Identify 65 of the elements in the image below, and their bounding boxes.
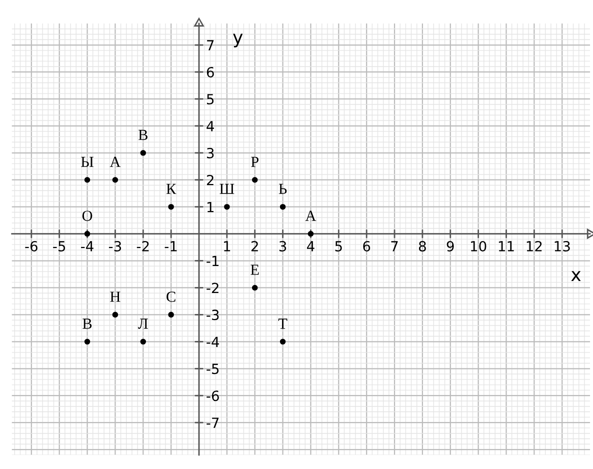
annotation: Е — [250, 264, 259, 275]
y-tick-label: -2 — [206, 282, 218, 294]
x-tick-label: 1 — [224, 241, 230, 252]
y-tick-label: -3 — [206, 310, 219, 320]
point — [84, 176, 90, 183]
x-tick-label: 12 — [526, 240, 542, 252]
x-tick-label: 10 — [471, 240, 486, 252]
x-tick-label: 13 — [554, 240, 570, 252]
y-tick-label: 1 — [207, 202, 214, 212]
x-tick-label: -3 — [108, 240, 122, 252]
annotation: А — [305, 210, 316, 221]
x-tick-label: 8 — [418, 240, 426, 252]
y-tick-label: 3 — [207, 148, 214, 158]
y-tick-label: -5 — [206, 364, 219, 374]
y-tick-label: -1 — [206, 256, 219, 266]
point — [112, 312, 118, 318]
annotation: К — [166, 184, 176, 194]
y-tick-label: 4 — [206, 121, 214, 132]
point — [84, 338, 90, 345]
annotation: Л — [138, 318, 148, 329]
point — [280, 338, 286, 345]
x-tick-label: -4 — [81, 241, 94, 252]
point — [112, 176, 118, 183]
point — [168, 312, 174, 318]
annotation: В — [138, 130, 148, 140]
y-tick-label: 7 — [207, 40, 214, 50]
annotation: О — [82, 210, 92, 221]
annotation: С — [166, 292, 176, 302]
annotation: Т — [278, 318, 288, 329]
y-axis-title: y — [233, 34, 243, 48]
point — [140, 338, 146, 345]
annotation: Ь — [278, 184, 287, 194]
annotation: А — [110, 156, 121, 167]
y-tick-label: -6 — [206, 390, 219, 402]
annotation: Ы — [81, 156, 94, 167]
x-tick-label: -6 — [25, 240, 38, 252]
point — [308, 230, 314, 237]
x-tick-label: -1 — [164, 241, 177, 252]
y-tick-label: 2 — [206, 174, 214, 186]
point — [224, 204, 230, 210]
x-tick-label: 11 — [498, 241, 514, 252]
y-tick-label: -4 — [206, 336, 220, 347]
x-tick-label: 6 — [363, 240, 370, 252]
point — [280, 204, 286, 210]
y-tick-label: 6 — [206, 66, 214, 78]
x-tick-label: 9 — [446, 240, 454, 252]
x-tick-label: -5 — [53, 241, 66, 252]
x-tick-label: 2 — [251, 240, 258, 252]
annotation: Ш — [220, 184, 234, 194]
point — [168, 204, 174, 210]
annotation: Н — [110, 292, 120, 302]
x-axis-title: x — [571, 271, 581, 281]
point — [252, 176, 258, 183]
x-tick-label: -2 — [136, 240, 149, 252]
y-tick-label: 5 — [207, 94, 214, 104]
annotation: Р — [251, 156, 258, 167]
x-tick-label: 3 — [279, 240, 286, 252]
annotation: В — [82, 318, 92, 329]
y-tick-label: -7 — [206, 418, 219, 428]
point — [252, 284, 258, 291]
x-tick-label: 7 — [391, 241, 398, 252]
point — [84, 230, 90, 237]
point — [140, 150, 146, 156]
x-tick-label: 5 — [335, 241, 342, 252]
x-tick-label: 4 — [306, 241, 314, 252]
